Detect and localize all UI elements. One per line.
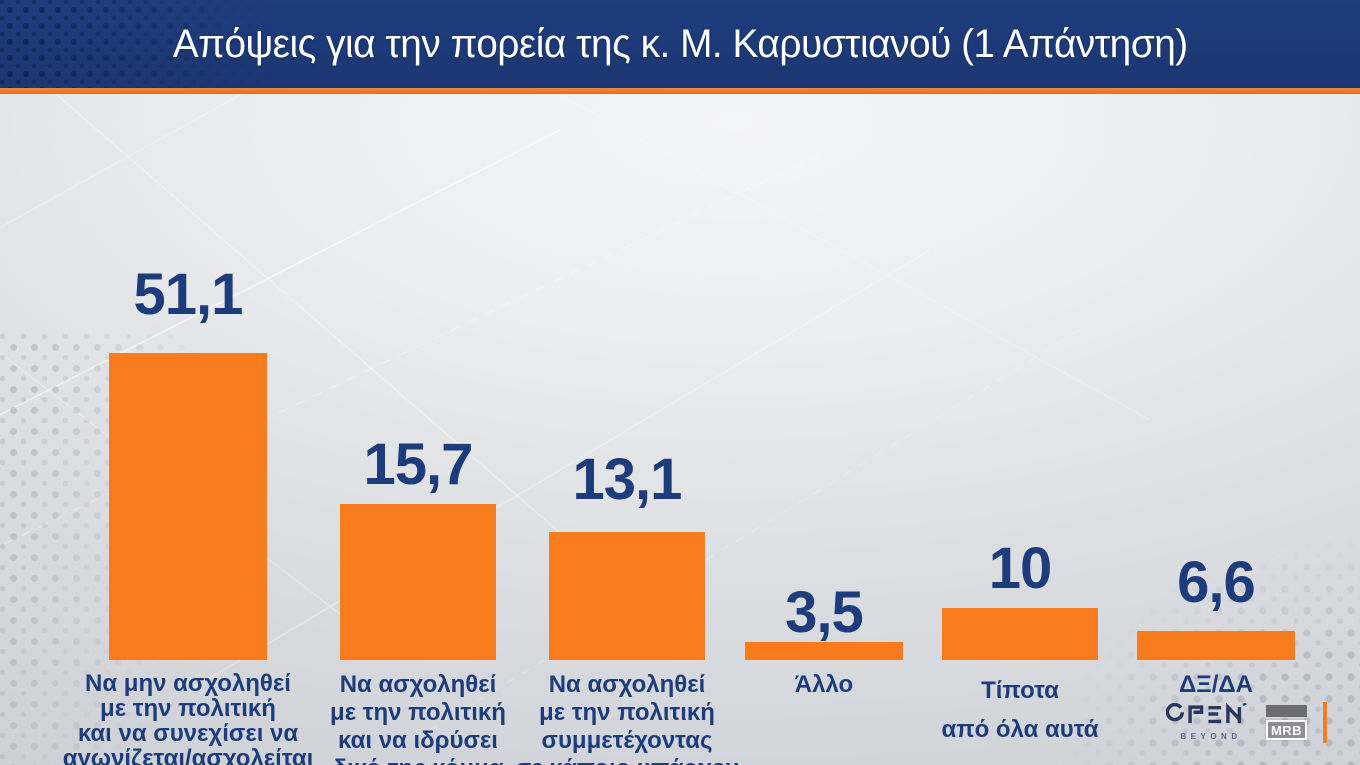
bar-value-label: 10	[988, 536, 1053, 601]
bar-label-line: συμμετέχοντας	[541, 727, 713, 754]
mrb-logo: MRB	[1266, 705, 1307, 740]
bar	[340, 504, 496, 660]
bar	[745, 642, 903, 660]
bar-category-label: Να ασχοληθεί με την πολιτική συμμετέχοντας…	[467, 671, 787, 765]
bar-value-label: 3,5	[785, 580, 864, 645]
mrb-logo-text: MRB	[1266, 720, 1307, 740]
accent-stripe	[0, 88, 1360, 94]
beyond-label: BEYOND	[1180, 732, 1242, 741]
open-logo: BEYOND	[1165, 702, 1252, 741]
bar-category-label: Να μην ασχοληθεί με την πολιτική και να συ…	[28, 671, 348, 765]
open-logo-icon	[1165, 702, 1247, 724]
bar-label-line: Τίποτα	[981, 677, 1059, 704]
bar-chart: 51,1 Να μην ασχοληθεί με την πολιτική και ν…	[0, 94, 1360, 765]
bar-label-line: Να μην ασχοληθεί	[85, 670, 291, 697]
bar-label-line: Να ασχοληθεί	[548, 671, 706, 698]
bar-label-line: με την πολιτική	[539, 699, 715, 726]
orange-tick-decoration	[1323, 702, 1327, 743]
bar-label-line: σε κάποιο υπάρχον	[467, 755, 787, 765]
bar-category-label: Τίποτα από όλα αυτά	[860, 671, 1180, 749]
bar-label-line: δικό της κόμμα	[258, 755, 578, 765]
bar	[109, 353, 267, 660]
page-title: Απόψεις για την πορεία της κ. Μ. Καρυστι…	[172, 22, 1188, 66]
bar-value-label: 51,1	[133, 262, 244, 327]
bar	[549, 532, 705, 660]
bar-label-line: από όλα αυτά	[941, 716, 1099, 743]
bar-label-line: με την πολιτική	[330, 699, 506, 726]
title-bar: Απόψεις για την πορεία της κ. Μ. Καρυστι…	[0, 0, 1360, 88]
bar-label-line: αγωνίζεται/ασχολείται	[62, 745, 314, 765]
bar-label-line: και να ιδρύσει	[338, 727, 498, 754]
bar-value-label: 15,7	[363, 432, 474, 497]
bar-label-line: Να ασχοληθεί	[339, 671, 497, 698]
bar-label-line: Άλλο	[794, 671, 854, 698]
bar-category-label: ΔΞ/ΔΑ	[1056, 671, 1360, 699]
bar-category-label: Άλλο	[664, 671, 984, 699]
bar	[942, 608, 1098, 660]
bar-value-label: 6,6	[1177, 550, 1256, 615]
bar-label-line: και να συνεχίσει να	[77, 720, 299, 747]
mrb-logo-topbar	[1266, 705, 1307, 717]
bar-value-label: 13,1	[572, 447, 683, 512]
bar-category-label: Να ασχοληθεί με την πολιτική και να ιδρύσε…	[258, 671, 578, 765]
bar-label-line: ΔΞ/ΔΑ	[1179, 671, 1253, 698]
bar	[1137, 631, 1295, 660]
bar-label-line: με την πολιτική	[100, 695, 276, 722]
